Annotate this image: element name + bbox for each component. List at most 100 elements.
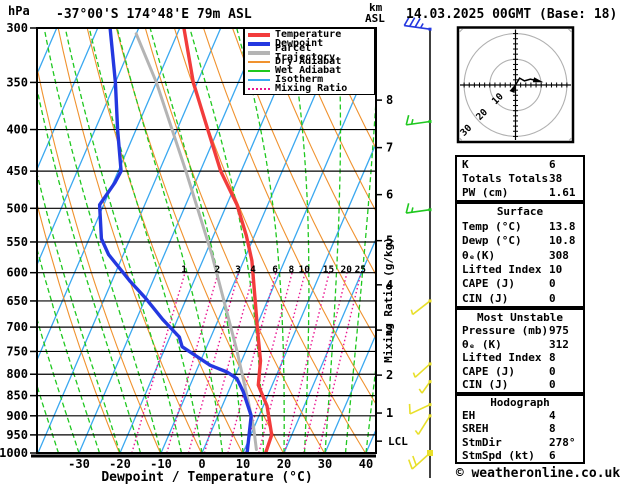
table-cell-value: 0 [549,291,556,305]
pressure-tick-label: 750 [6,344,28,358]
legend-label: Mixing Ratio [275,83,348,94]
legend-label: Temperature [275,29,342,40]
dry-adiabat-line [610,28,629,453]
legend-swatch-dry-adiabat [248,60,270,63]
table-hodograph: Hodograph EH 4 SREH 8 StmDir 278° StmSpd (kt) 6 [455,394,585,464]
table-cell-label: SREH [462,422,489,436]
wind-barb-tick [412,455,418,466]
grid [37,28,629,453]
pressure-tick-label: 1000 [0,446,28,460]
isotherm-line [37,28,140,267]
table-cell-value: 8 [549,351,556,365]
isotherm-line [37,28,222,453]
table-cell-label: Lifted Index [462,262,542,276]
table-row: CAPE (J) 0 [457,277,583,290]
mixing-ratio-label: 8 [289,265,295,276]
pressure-tick-label: 900 [6,409,28,423]
temp-tick-label: -20 [109,457,131,471]
table-row: StmDir 278° [457,436,583,449]
parcel-trajectory-series [134,32,258,451]
wind-barb-shaft [406,120,431,126]
copyright: © weatheronline.co.uk [455,466,621,481]
legend-label: Wet Adiabat [275,65,342,76]
wind-barb-tick [414,18,421,28]
wet-adiabat-line [43,28,162,453]
table-row: CIN (J) 0 [457,292,583,305]
dry-adiabat-line [261,28,376,276]
table-cell-value: 8 [549,422,556,436]
pressure-tick-label: 400 [6,123,28,137]
km-axis-unit-label: km [369,1,383,14]
table-row: Lifted Index 8 [457,351,583,364]
table-cell-label: Dewp (°C) [462,234,522,248]
temp-tick-label: -10 [150,457,172,471]
table-title: Hodograph [490,396,550,410]
table-cell-label: Pressure (mb) [462,324,549,338]
table-cell-label: Temp (°C) [462,219,522,233]
isotherm-line [78,28,263,453]
table-cell-value: 38 [549,172,563,185]
wind-barb-shaft [421,381,431,394]
table-indices: K 6 Totals Totals 38 PW (cm) 1.61 [455,155,585,202]
legend-label: Dewpoint [275,38,324,49]
table-cell-label: θₑ (K) [462,337,502,351]
wind-barb-shaft [414,363,431,378]
table-row: Temp (°C) 13.8 [457,220,583,233]
hodograph-origin-marker [509,84,516,93]
wind-barb [405,114,432,126]
mixing-ratio-label: 15 [323,265,335,276]
isotherm-line [324,332,376,453]
table-cell-label: StmDir [462,435,502,449]
table-cell-value: 4 [549,409,556,423]
table-row: CAPE (J) 0 [457,365,583,378]
wind-barb-half-tick [412,372,416,378]
legend-swatch-temperature [248,32,270,37]
pressure-tick-label: 800 [6,367,28,381]
hodograph-trace [514,77,538,86]
table-row: θₑ (K) 312 [457,338,583,351]
isotherm-line [37,28,181,362]
wind-barb-shaft [404,24,431,30]
wind-barb-tick [405,114,410,126]
table-cell-label: StmSpd (kt) [462,448,535,462]
x-axis-label: Dewpoint / Temperature (°C) [101,470,313,485]
table-cell-value: 312 [549,337,569,351]
table-cell-label: K [462,158,469,171]
asl-axis-unit-label: ASL [365,12,385,25]
isotherm-line [160,28,345,453]
mixing-ratio-line [302,272,348,453]
wind-barb-shaft [417,415,431,435]
legend-swatch-mixing-ratio [248,87,270,90]
isotherm-line [119,28,304,453]
temperature-series [182,28,274,453]
table-cell-value: 6 [549,448,556,462]
mixing-ratio-line [187,272,240,453]
table-cell-label: CIN (J) [462,378,509,392]
km-tick-label: 5 [386,234,393,248]
pressure-tick-label: 950 [6,428,28,442]
wind-barb [408,403,432,415]
table-cell-label: θₑ(K) [462,248,496,262]
wind-barb-column [403,16,433,478]
wind-barb-shaft [406,208,431,214]
table-row: Pressure (mb) 975 [457,324,583,337]
table-row: SREH 8 [457,422,583,435]
isotherm-line [242,142,376,453]
mixing-ratio-label: 10 [299,265,311,276]
table-cell-value: 10 [549,262,563,276]
mixing-ratio-label: 1 [181,265,187,276]
table-title: Most Unstable [476,310,564,324]
table-row: EH 4 [457,409,583,422]
temp-tick-label: 40 [359,457,373,471]
dewpoint-series [97,28,253,453]
wind-barb-tick [409,17,416,27]
legend-label: Parcel Trajectory [275,42,336,63]
wet-adiabat-line [64,28,183,453]
table-most-unstable: Most Unstable Pressure (mb) 975 θₑ (K) 312 Li… [455,308,585,394]
table-cell-label: Lifted Index [462,351,542,365]
temp-tick-label: 20 [277,457,291,471]
legend-item: Dry Adiabat [248,57,374,67]
legend-item: Dewpoint [248,38,374,49]
